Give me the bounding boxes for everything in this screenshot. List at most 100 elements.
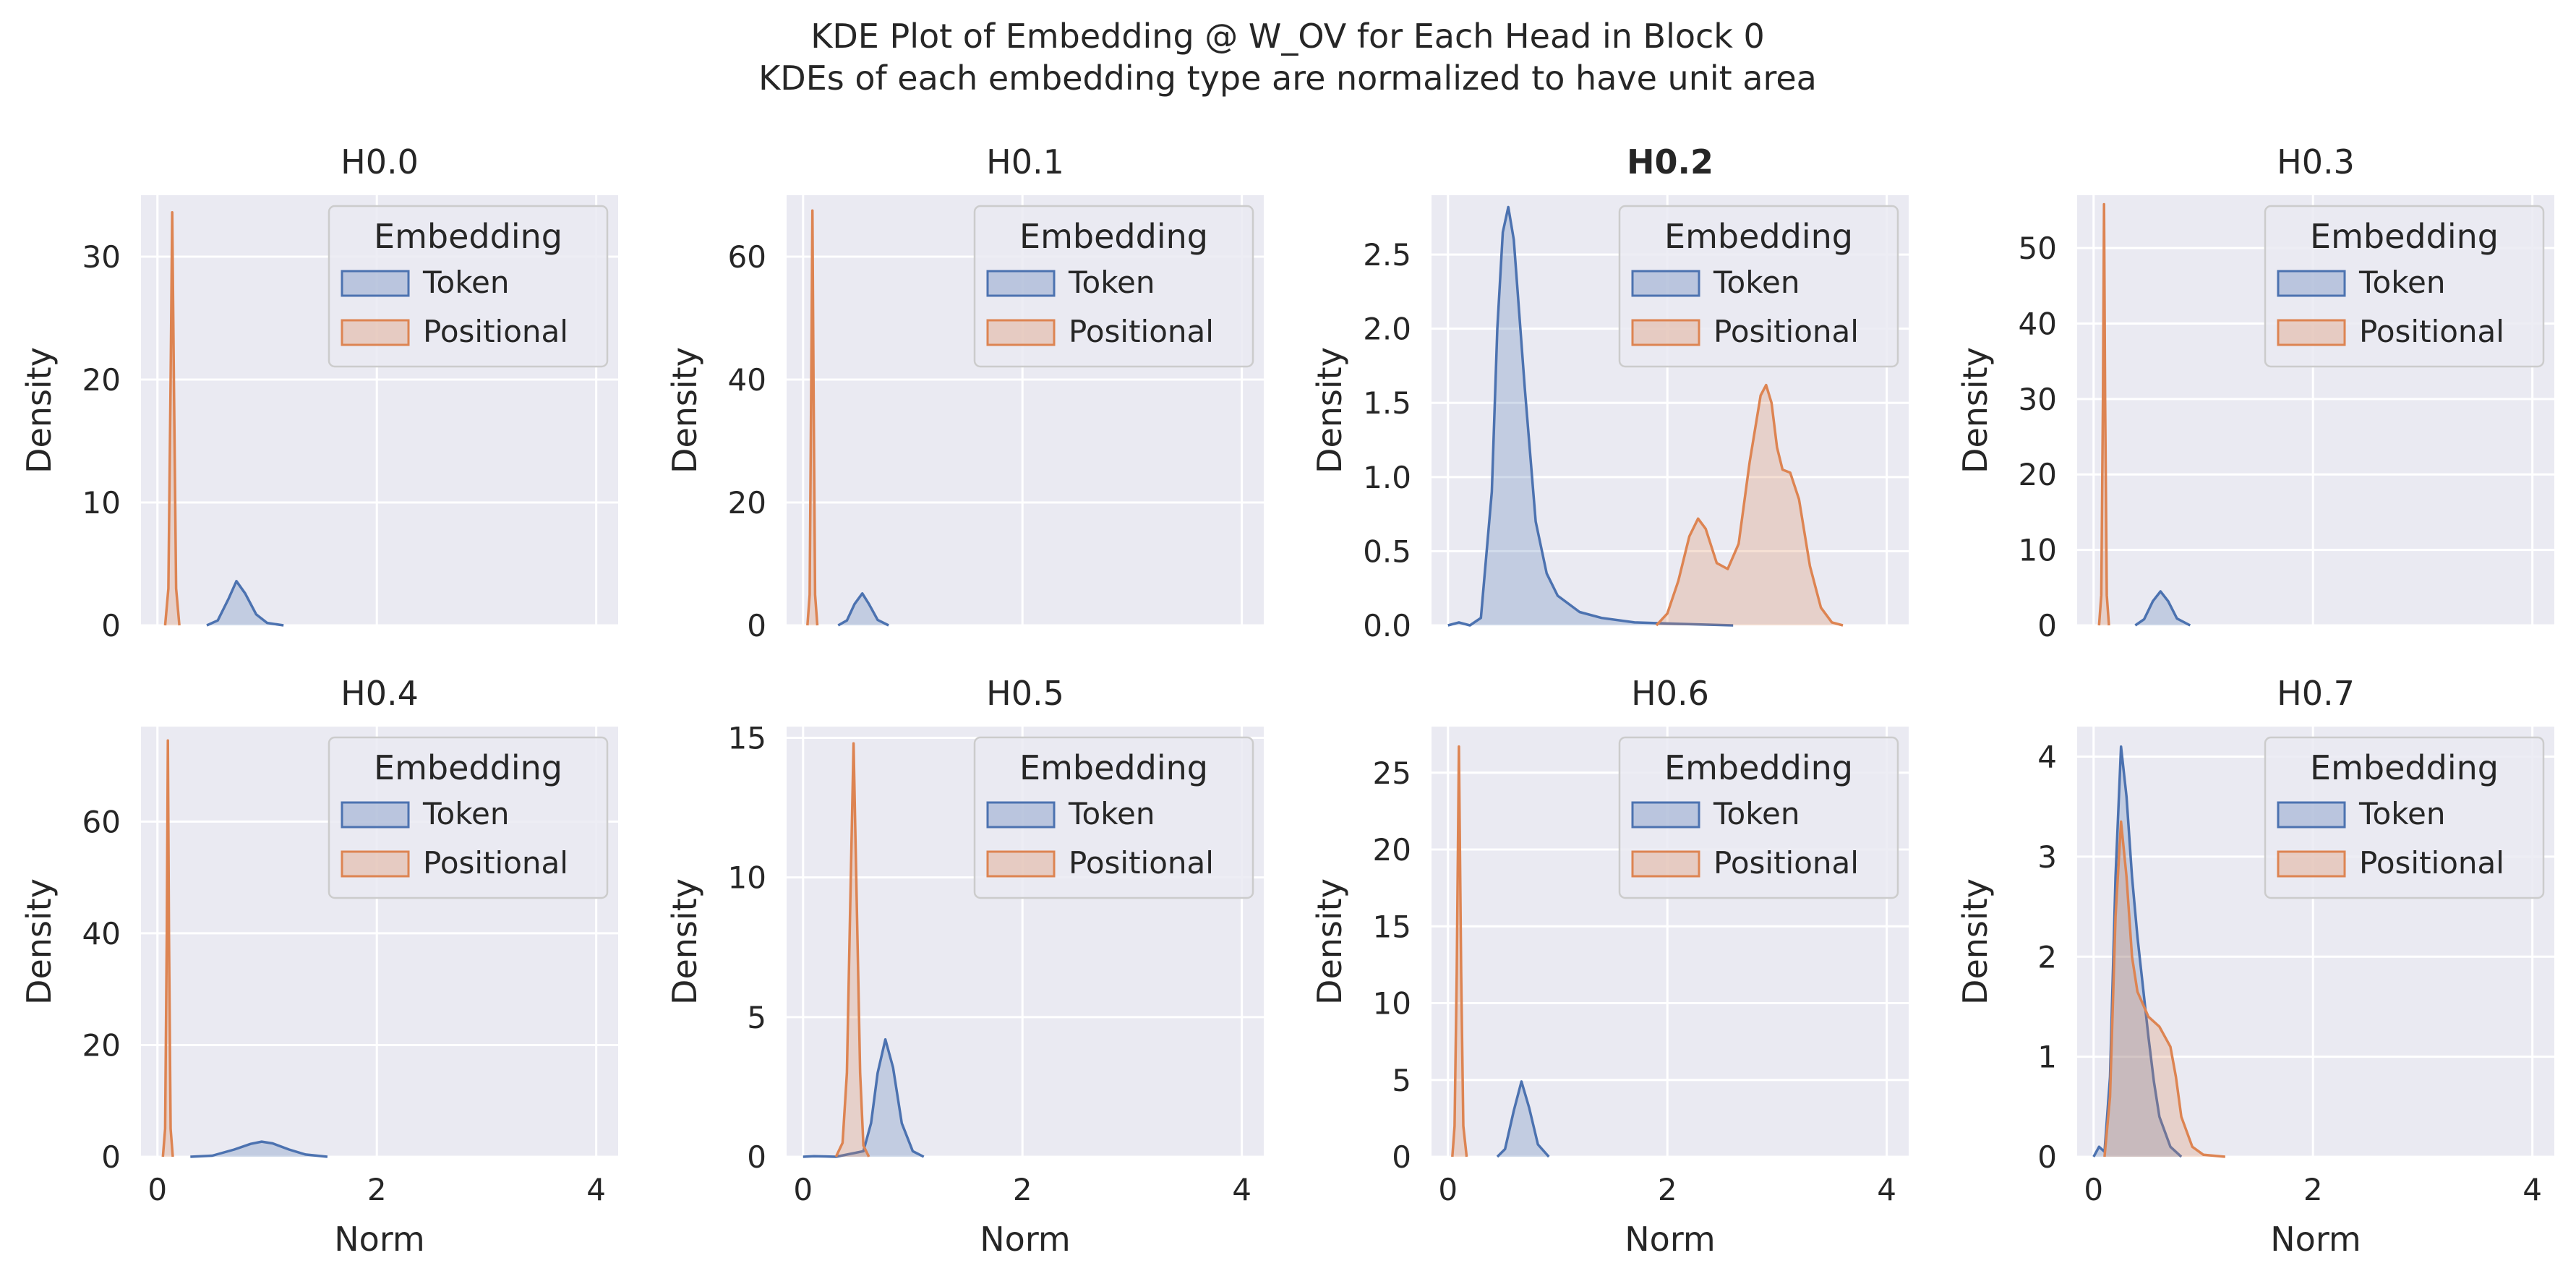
legend-label-positional: Positional: [1069, 845, 1214, 881]
y-axis-label: Density: [20, 878, 59, 1005]
kde-area-token: [1447, 207, 1734, 625]
x-tick-label: 0: [147, 1172, 167, 1207]
subplot-h0-4: H0.4 0 20 40 60 Density 0 2 4 Norm Embedding Token P…: [20, 674, 618, 1259]
y-tick-label: 5: [747, 1000, 766, 1035]
y-tick-label: 10: [82, 485, 121, 521]
x-tick-label: 4: [586, 1172, 606, 1207]
legend-swatch-positional: [341, 850, 410, 878]
legend-swatch-token: [341, 801, 410, 829]
y-axis-label: Density: [1956, 878, 1995, 1005]
y-tick-label: 15: [1373, 909, 1411, 944]
legend: Embedding Token Positional: [973, 205, 1254, 368]
legend-swatch-positional: [986, 850, 1056, 878]
legend-frame: [973, 205, 1254, 368]
legend-title: Embedding: [1019, 748, 1208, 787]
y-tick-label: 20: [728, 485, 766, 521]
legend-label-positional: Positional: [2359, 314, 2504, 349]
legend-label-token: Token: [1713, 796, 1800, 831]
legend: Embedding Token Positional: [328, 736, 609, 899]
legend-label-positional: Positional: [423, 314, 568, 349]
x-tick-label: 4: [1232, 1172, 1251, 1207]
y-axis-label: Density: [1310, 347, 1349, 474]
legend-label-positional: Positional: [1069, 314, 1214, 349]
legend-label-token: Token: [422, 796, 510, 831]
x-axis-label: Norm: [1625, 1220, 1715, 1259]
y-tick-label: 20: [1373, 832, 1411, 868]
x-tick-label: 2: [1013, 1172, 1032, 1207]
kde-line-token: [1496, 1080, 1550, 1158]
legend-frame: [328, 205, 609, 368]
legend-frame: [2264, 205, 2545, 368]
kde-line-positional: [1451, 745, 1468, 1157]
subplot-h0-1: H0.1 0 20 40 60 Density Embedding Token Position…: [665, 142, 1264, 643]
legend: Embedding Token Positional: [2264, 205, 2545, 368]
panel-title: H0.6: [1631, 674, 1709, 713]
subplot-h0-7: H0.7 0 1 2 3 4 Density 0 2 4 Norm Embedding Token Pos…: [1956, 674, 2554, 1259]
figure-title: KDE Plot of Embedding @ W_OV for Each He…: [810, 17, 1765, 56]
y-axis-label: Density: [1310, 878, 1349, 1005]
figure-subtitle: KDEs of each embedding type are normaliz…: [758, 59, 1817, 98]
panel-title: H0.2: [1627, 142, 1713, 181]
y-tick-label: 60: [82, 804, 121, 839]
kde-line-positional: [2103, 820, 2225, 1158]
legend: Embedding Token Positional: [2264, 736, 2545, 899]
legend-label-token: Token: [1713, 265, 1800, 300]
y-tick-label: 40: [728, 362, 766, 398]
panel-title: H0.5: [986, 674, 1064, 713]
legend-title: Embedding: [1664, 748, 1853, 787]
kde-area-token: [207, 581, 284, 625]
legend-swatch-positional: [1631, 319, 1700, 346]
kde-area-token: [2093, 746, 2182, 1157]
panel-title: H0.3: [2277, 142, 2355, 181]
kde-line-positional: [163, 211, 181, 626]
y-tick-label: 10: [728, 860, 766, 896]
legend-label-token: Token: [1068, 796, 1155, 831]
legend-swatch-token: [1631, 801, 1700, 829]
y-tick-label: 0: [1392, 1139, 1411, 1175]
kde-line-token: [190, 1140, 328, 1158]
legend-swatch-positional: [2277, 850, 2346, 878]
legend-frame: [328, 736, 609, 899]
legend-swatch-token: [2277, 801, 2346, 829]
legend-label-positional: Positional: [1713, 314, 1859, 349]
legend-label-token: Token: [2358, 265, 2446, 300]
legend-swatch-positional: [986, 319, 1056, 346]
legend: Embedding Token Positional: [1618, 736, 1899, 899]
x-tick-label: 0: [793, 1172, 813, 1207]
x-axis-label: Norm: [334, 1220, 424, 1259]
x-tick-label: 0: [1438, 1172, 1458, 1207]
y-tick-label: 0.5: [1363, 534, 1411, 569]
legend-frame: [1618, 736, 1899, 899]
legend-frame: [2264, 736, 2545, 899]
kde-line-token: [803, 1037, 925, 1158]
x-tick-label: 0: [2084, 1172, 2103, 1207]
kde-line-positional: [806, 209, 819, 626]
legend-title: Embedding: [2310, 217, 2499, 256]
y-tick-label: 10: [2019, 533, 2057, 568]
kde-line-positional: [1655, 383, 1844, 627]
legend-swatch-token: [2277, 270, 2346, 297]
subplot-h0-5: H0.5 0 5 10 15 Density 0 2 4 Norm Embedding Token Po…: [665, 674, 1264, 1259]
y-tick-label: 0: [101, 1139, 121, 1175]
kde-line-token: [2134, 590, 2191, 627]
y-tick-label: 30: [2019, 382, 2057, 417]
y-tick-label: 2.5: [1363, 237, 1411, 273]
y-tick-label: 15: [728, 720, 766, 756]
y-tick-label: 5: [1392, 1063, 1411, 1098]
y-axis-label: Density: [20, 347, 59, 474]
kde-line-positional: [2097, 202, 2110, 626]
y-tick-label: 10: [1373, 986, 1411, 1022]
panel-title: H0.4: [341, 674, 419, 713]
y-tick-label: 0: [101, 608, 121, 643]
legend-title: Embedding: [374, 748, 562, 787]
legend-swatch-positional: [341, 319, 410, 346]
y-tick-label: 40: [82, 916, 121, 951]
subplot-h0-6: H0.6 0 5 10 15 20 25 Density 0 2 4 Norm Embedding Tok…: [1310, 674, 1909, 1259]
subplot-h0-3: H0.3 0 10 20 30 40 50 Density Embedding Token Posi…: [1956, 142, 2554, 643]
legend-title: Embedding: [1019, 217, 1208, 256]
subplot-h0-2: H0.2 0.0 0.5 1.0 1.5 2.0 2.5 Density Embedding To…: [1310, 142, 1909, 643]
legend-title: Embedding: [1664, 217, 1853, 256]
kde-area-positional: [2104, 821, 2225, 1157]
y-tick-label: 1: [2037, 1040, 2057, 1075]
